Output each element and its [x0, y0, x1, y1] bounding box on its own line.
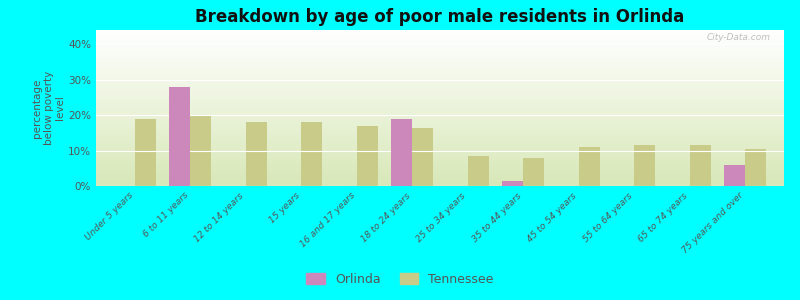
Y-axis label: percentage
below poverty
level: percentage below poverty level	[32, 71, 66, 145]
Title: Breakdown by age of poor male residents in Orlinda: Breakdown by age of poor male residents …	[195, 8, 685, 26]
Bar	[502, 181, 523, 186]
Bar	[170, 87, 190, 186]
Bar	[690, 145, 710, 186]
Bar	[634, 145, 655, 186]
Bar	[246, 122, 267, 186]
Legend: Orlinda, Tennessee: Orlinda, Tennessee	[302, 268, 498, 291]
Bar	[745, 149, 766, 186]
Bar	[135, 118, 156, 186]
Bar	[412, 128, 434, 186]
Bar	[468, 156, 489, 186]
Bar	[578, 147, 600, 186]
Bar	[357, 126, 378, 186]
Bar	[302, 122, 322, 186]
Bar	[391, 118, 412, 186]
Bar	[523, 158, 544, 186]
Text: City-Data.com: City-Data.com	[706, 33, 770, 42]
Bar	[724, 165, 745, 186]
Bar	[190, 115, 211, 186]
